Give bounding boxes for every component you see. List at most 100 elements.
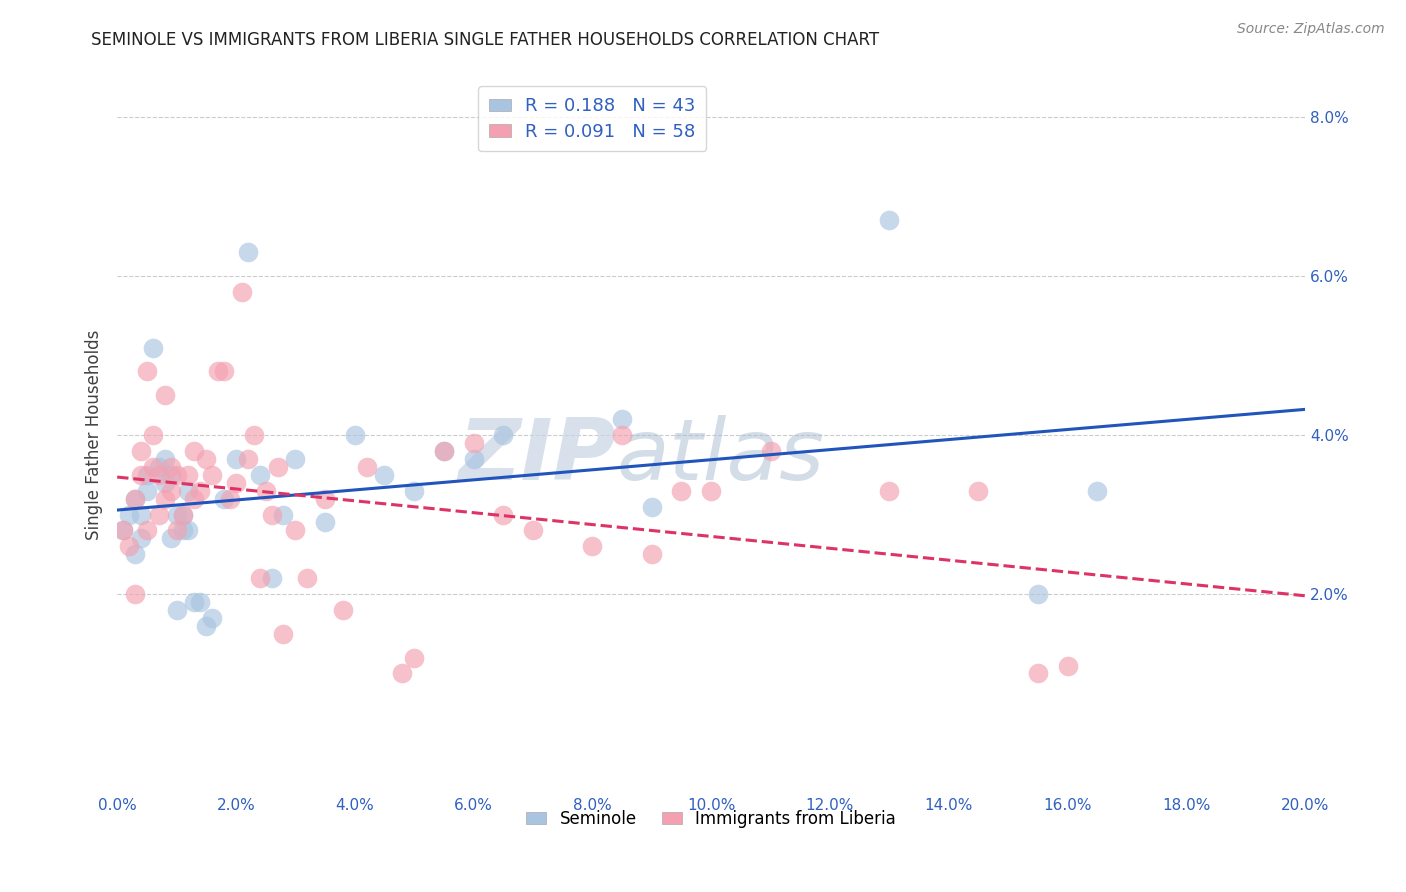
Point (195, 451, 218, 466)
Point (225, 451, 247, 466)
Point (391, 666, 413, 681)
Point (641, 500, 664, 514)
Point (343, 428, 366, 442)
Point (225, 475, 247, 490)
Point (273, 508, 295, 522)
Point (212, 364, 235, 378)
Point (879, 213, 901, 227)
Point (314, 491, 336, 506)
Point (172, 508, 194, 522)
Point (172, 524, 194, 538)
Point (153, 451, 176, 466)
Point (463, 451, 485, 466)
Point (433, 444, 456, 458)
Point (188, 595, 211, 609)
Text: Source: ZipAtlas.com: Source: ZipAtlas.com (1237, 22, 1385, 37)
Point (231, 285, 253, 299)
Point (522, 524, 544, 538)
Point (212, 491, 235, 506)
Point (124, 587, 146, 601)
Point (219, 491, 242, 506)
Point (641, 547, 664, 561)
Point (1085, 483, 1108, 498)
Point (236, 245, 259, 260)
Point (166, 524, 188, 538)
Point (177, 483, 200, 498)
Point (183, 444, 205, 458)
Point (249, 467, 271, 482)
Point (177, 524, 200, 538)
Point (118, 508, 141, 522)
Point (148, 459, 170, 474)
Point (159, 467, 181, 482)
Point (700, 483, 723, 498)
Point (148, 467, 170, 482)
Point (492, 428, 515, 442)
Point (260, 508, 283, 522)
Point (284, 524, 307, 538)
Point (153, 388, 176, 402)
Point (373, 467, 395, 482)
Point (610, 412, 633, 426)
Point (124, 491, 146, 506)
Point (581, 539, 603, 553)
Point (610, 428, 633, 442)
Point (135, 467, 157, 482)
Point (195, 619, 218, 633)
Point (332, 603, 354, 617)
Point (671, 483, 693, 498)
Point (967, 483, 990, 498)
Point (129, 532, 152, 546)
Point (112, 524, 135, 538)
Point (153, 491, 176, 506)
Point (759, 444, 782, 458)
Point (207, 364, 229, 378)
Point (159, 459, 181, 474)
Point (135, 364, 157, 378)
Point (129, 508, 152, 522)
Point (404, 483, 426, 498)
Point (142, 459, 165, 474)
Point (166, 508, 188, 522)
Point (135, 524, 157, 538)
Point (404, 650, 426, 665)
Point (284, 451, 307, 466)
Point (183, 491, 205, 506)
Point (177, 467, 200, 482)
Point (142, 341, 165, 355)
Point (1026, 666, 1049, 681)
Point (166, 603, 188, 617)
Point (159, 483, 181, 498)
Point (260, 571, 283, 585)
Point (135, 483, 157, 498)
Point (243, 428, 266, 442)
Point (201, 611, 224, 625)
Point (492, 508, 515, 522)
Point (201, 467, 224, 482)
Point (314, 516, 336, 530)
Point (433, 444, 456, 458)
Point (142, 428, 165, 442)
Point (1056, 658, 1078, 673)
Point (172, 508, 194, 522)
Point (249, 571, 271, 585)
Text: SEMINOLE VS IMMIGRANTS FROM LIBERIA SINGLE FATHER HOUSEHOLDS CORRELATION CHART: SEMINOLE VS IMMIGRANTS FROM LIBERIA SING… (91, 31, 880, 49)
Point (159, 532, 181, 546)
Point (463, 436, 485, 450)
Point (297, 571, 319, 585)
Point (112, 524, 135, 538)
Point (254, 483, 277, 498)
Point (183, 595, 205, 609)
Text: atlas: atlas (616, 415, 824, 498)
Point (153, 475, 176, 490)
Legend: Seminole, Immigrants from Liberia: Seminole, Immigrants from Liberia (520, 803, 903, 834)
Point (356, 459, 378, 474)
Point (148, 508, 170, 522)
Point (124, 547, 146, 561)
Point (266, 459, 288, 474)
Point (879, 483, 901, 498)
Point (166, 467, 188, 482)
Point (124, 491, 146, 506)
Text: ZIP: ZIP (458, 415, 616, 498)
Point (129, 444, 152, 458)
